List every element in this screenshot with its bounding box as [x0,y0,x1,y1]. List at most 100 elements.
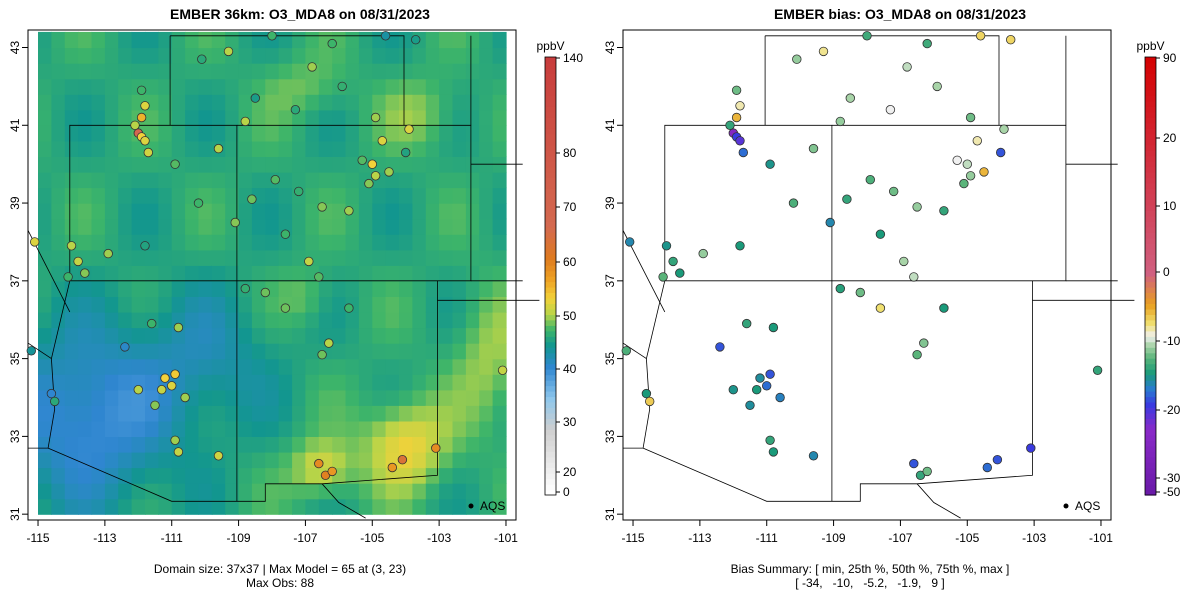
colorbar-segment [1145,369,1156,376]
model-grid-cell [385,467,400,484]
obs-site-marker [150,400,160,411]
model-grid-cell [385,234,400,251]
model-grid-cell [412,405,427,422]
model-grid-cell [91,358,106,375]
bias-site-marker [645,396,655,407]
model-grid-cell [425,171,440,189]
model-grid-cell [198,436,213,453]
model-grid-cell [425,63,440,80]
model-grid-cell [118,203,133,220]
model-grid-cell [104,125,119,142]
model-grid-cell [238,436,253,453]
model-grid-cell [251,405,266,422]
model-grid-cell [238,234,253,251]
colorbar-segment [1145,336,1156,343]
model-grid-cell [479,296,494,313]
model-grid-cell [452,63,467,80]
colorbar-segment [1145,199,1156,206]
bias-site-marker [959,178,969,189]
model-grid-cell [51,296,66,313]
colorbar-segment [545,423,556,430]
model-grid-cell [225,280,240,297]
colorbar-segment [545,412,556,419]
model-grid-cell [479,265,494,282]
colorbar-segment [1145,254,1156,261]
model-grid-cell [305,389,320,406]
model-grid-cell [211,374,226,391]
model-grid-cell [64,343,79,360]
model-grid-cell [292,296,307,313]
model-grid-cell [238,389,253,406]
model-grid-cell [38,47,52,64]
colorbar-segment [545,352,556,359]
model-grid-cell [332,47,347,64]
model-grid-cell [278,467,293,484]
bias-site-marker [775,392,785,403]
model-grid-cell [104,405,119,422]
model-grid-cell [412,483,427,500]
model-grid-cell [91,498,106,515]
bias-site-marker [731,112,742,123]
model-grid-cell [145,249,159,266]
model-grid-cell [251,156,266,173]
model-grid-cell [265,498,280,515]
model-grid-cell [251,498,266,515]
model-grid-cell [345,311,360,329]
model-grid-cell [439,203,454,220]
model-grid-cell [91,218,106,235]
model-grid-cell [38,358,52,375]
model-grid-cell [465,327,480,344]
model-grid-cell [38,405,52,422]
model-grid-cell [332,343,347,360]
colorbar-segment [1145,418,1156,425]
model-grid-cell [211,47,226,64]
model-grid-cell [479,389,494,406]
model-grid-cell [38,109,52,126]
model-grid-cell [238,78,253,95]
model-grid-cell [158,498,173,515]
model-grid-cell [465,94,480,111]
model-grid-cell [158,296,173,313]
colorbar-segment [1145,358,1156,365]
model-grid-cell [265,203,280,220]
model-grid-cell [305,78,320,95]
colorbar-segment [1145,193,1156,200]
model-grid-cell [211,249,226,266]
model-grid-cell [185,498,200,515]
obs-site-marker [140,101,150,111]
model-grid-cell [238,358,253,375]
model-grid-cell [358,420,373,437]
bias-site-marker [731,85,742,96]
colorbar-segment [545,188,556,195]
obs-site-marker [270,174,281,185]
model-grid-cell [332,265,347,282]
model-grid-cell [412,265,427,282]
model-grid-cell [104,94,119,111]
colorbar-segment [1145,462,1156,469]
model-grid-cell [158,327,173,344]
model-grid-cell [78,171,93,189]
model-grid-cell [158,47,173,64]
model-grid-cell [332,280,347,297]
model-grid-cell [358,358,373,375]
model-grid-cell [265,451,280,469]
model-grid-cell [305,327,320,344]
model-grid-cell [185,140,200,157]
model-grid-cell [51,265,66,282]
bias-site-marker [855,287,866,298]
model-grid-cell [292,125,307,142]
model-grid-cell [225,498,240,515]
colorbar-segment [1145,117,1156,124]
colorbar-segment [1145,484,1156,491]
bias-site-marker [765,369,775,379]
model-grid-cell [185,31,200,49]
model-grid-cell [118,140,133,157]
model-grid-cell [171,498,186,515]
model-grid-cell [225,63,240,80]
model-grid-cell [251,327,266,344]
model-grid-cell [278,498,293,515]
model-grid-cell [452,187,467,204]
model-grid-cell [238,249,253,266]
model-grid-cell [305,187,320,204]
